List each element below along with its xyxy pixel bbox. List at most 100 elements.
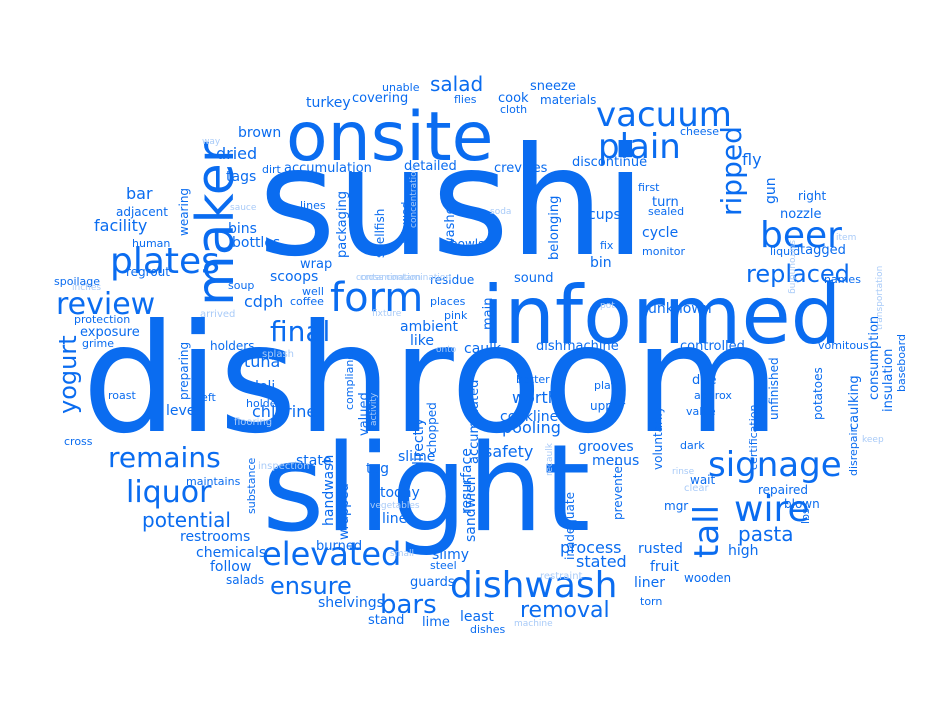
- cloud-word: dishwash: [450, 565, 618, 606]
- cloud-word: bin: [590, 255, 612, 271]
- cloud-word: left: [198, 391, 216, 404]
- cloud-word: cups: [588, 207, 621, 223]
- cloud-word: line: [382, 511, 408, 527]
- cloud-word: caulk: [464, 341, 502, 357]
- cloud-word: small: [390, 549, 414, 559]
- cloud-word: rinse: [672, 467, 695, 477]
- cloud-word: slight: [262, 420, 591, 559]
- cloud-word: cookline: [500, 409, 559, 425]
- cloud-word: upper: [590, 399, 626, 413]
- cloud-word: lime: [422, 615, 450, 630]
- cloud-word: plate: [594, 379, 622, 392]
- cloud-word: discontinue: [572, 155, 648, 170]
- cloud-word: holder: [246, 397, 282, 410]
- cloud-word: state: [296, 453, 332, 469]
- cloud-word: informed: [482, 269, 842, 362]
- cloud-word: lbs: [799, 508, 812, 524]
- cloud-word: controlled: [680, 339, 745, 354]
- cloud-word: voluntarily: [651, 406, 665, 470]
- cloud-word: removal: [520, 598, 610, 623]
- cloud-word: coffee: [290, 295, 324, 308]
- cloud-word: shelvings: [318, 595, 384, 611]
- cloud-word: arrived: [200, 309, 236, 320]
- cloud-word: steel: [430, 559, 457, 572]
- cloud-word: better: [516, 373, 550, 386]
- cloud-word: restraint: [540, 571, 583, 582]
- cloud-word: places: [430, 295, 466, 308]
- cloud-word: fly: [742, 150, 762, 169]
- cloud-word: turn: [652, 195, 679, 210]
- cloud-word: packaging: [335, 191, 350, 258]
- cloud-word: cdph: [244, 292, 284, 311]
- cloud-word: inspection: [258, 461, 310, 472]
- cloud-word: bins: [228, 221, 257, 237]
- cloud-word: cook: [498, 91, 529, 106]
- cloud-word: names: [824, 273, 861, 286]
- cloud-word: human: [132, 237, 171, 250]
- cloud-word: replaced: [746, 260, 850, 288]
- cloud-word: high: [728, 543, 759, 559]
- cloud-word: remains: [108, 441, 221, 474]
- cloud-word: pooling: [502, 418, 561, 437]
- cloud-word: flooring: [234, 417, 273, 428]
- cloud-word: way: [202, 137, 221, 147]
- cloud-word: wearing: [177, 187, 191, 236]
- cloud-word: cloth: [500, 103, 528, 116]
- cloud-word: sushi: [258, 116, 647, 290]
- cloud-word: item: [836, 233, 857, 243]
- cloud-word: unknown: [648, 301, 712, 317]
- cloud-word: dishmachine: [536, 339, 619, 354]
- cloud-word: shellfish: [373, 208, 387, 258]
- cloud-word: regrout: [126, 265, 170, 279]
- cloud-word: lines: [300, 199, 326, 212]
- cloud-word: cross: [64, 435, 93, 448]
- cloud-word: pasta: [738, 522, 794, 546]
- cloud-word: concentration: [409, 165, 419, 228]
- cloud-word: repaired: [758, 483, 809, 497]
- cloud-word: wrap: [300, 257, 333, 272]
- cloud-word: dark: [680, 439, 705, 452]
- cloud-word: wooden: [684, 571, 732, 585]
- cloud-word: preparing: [177, 341, 191, 400]
- cloud-word: fixture: [372, 309, 402, 319]
- cloud-word: level: [166, 403, 200, 419]
- cloud-word: elevated: [262, 535, 402, 573]
- cloud-word: sound: [514, 271, 554, 286]
- cloud-word: follow: [210, 559, 252, 575]
- cloud-word: dishes: [470, 623, 506, 636]
- cloud-word: cycle: [642, 225, 679, 241]
- cloud-word: contamination: [356, 273, 421, 283]
- cloud-word: transportation: [875, 265, 885, 330]
- cloud-word: yogurt: [54, 335, 82, 414]
- cloud-word: inches: [72, 283, 102, 293]
- cloud-word: tags: [226, 169, 257, 185]
- cloud-word: protection: [74, 313, 131, 326]
- cloud-word: onsite: [286, 98, 494, 177]
- cloud-word: bar: [126, 184, 153, 203]
- cloud-word: first: [638, 181, 660, 194]
- cloud-word: form: [330, 275, 424, 321]
- cloud-word: covering: [352, 91, 409, 106]
- cloud-word: soda: [490, 207, 512, 217]
- cloud-word: plates: [110, 241, 220, 282]
- cloud-word: holders: [210, 339, 255, 353]
- cloud-word: burned: [316, 539, 363, 554]
- cloud-word: baseboard: [895, 334, 908, 392]
- cloud-word: beer: [760, 215, 842, 256]
- cloud-word: accumulated: [467, 379, 482, 464]
- cloud-word: pink: [444, 309, 468, 322]
- cloud-word: tall: [687, 504, 727, 558]
- cloud-word: main: [481, 297, 496, 330]
- cloud-word: potential: [142, 508, 231, 532]
- cloud-word: tag: [366, 461, 389, 477]
- cloud-word: maintains: [186, 475, 241, 488]
- cloud-word: potatoes: [811, 367, 825, 420]
- cloud-word: directly: [411, 417, 427, 470]
- cloud-word: due: [692, 373, 717, 388]
- cloud-word: unfinished: [767, 357, 781, 420]
- cloud-word: disrepair: [847, 427, 860, 476]
- cloud-word: pot: [600, 301, 615, 311]
- cloud-word: slime: [398, 449, 436, 465]
- cloud-word: caulking: [847, 375, 862, 430]
